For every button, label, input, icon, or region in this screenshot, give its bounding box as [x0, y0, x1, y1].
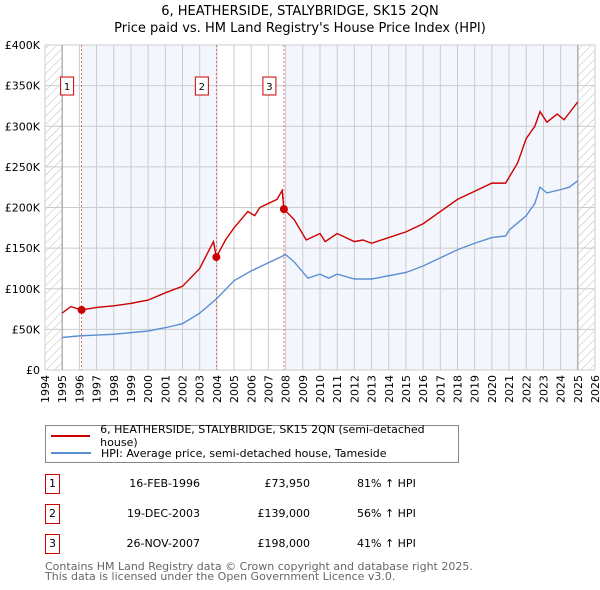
sale-label: 2 — [199, 82, 205, 93]
y-tick-label: £0 — [26, 364, 40, 377]
y-tick-label: £350K — [5, 80, 41, 93]
x-tick-label: 2011 — [331, 375, 344, 403]
x-tick-label: 2023 — [537, 375, 550, 403]
x-tick-label: 2005 — [228, 375, 241, 403]
price-chart: 1994 1995 1996 1997 1998 1999 2000 2001 2002 2003… — [5, 39, 600, 403]
sale-point — [212, 253, 221, 262]
chart-subtitle: Price paid vs. HM Land Registry's House … — [114, 21, 486, 36]
series-line — [62, 180, 579, 339]
y-tick-label: £300K — [5, 120, 41, 133]
y-tick-label: £50K — [12, 323, 41, 336]
sale-label-box — [60, 76, 75, 96]
x-tick-label: 2006 — [245, 375, 258, 403]
chart-title: 6, HEATHERSIDE, STALYBRIDGE, SK15 2QN — [161, 4, 439, 19]
x-tick-label: 1995 — [56, 375, 69, 403]
footer-line-1: Contains HM Land Registry data © Crown c… — [45, 560, 473, 573]
x-tick-label: 2003 — [194, 375, 207, 403]
sale-label-box — [194, 76, 209, 96]
legend: 6, HEATHERSIDE, STALYBRIDGE, SK15 2QN (s… — [45, 423, 459, 463]
sale-row: 1 16-FEB-1996 £73,950 81% ↑ HPI — [45, 474, 465, 494]
x-tick-label: 2015 — [400, 375, 413, 403]
x-tick-label: 1994 — [39, 375, 52, 403]
x-tick-label: 2010 — [314, 375, 327, 403]
footer-line-2: This data is licensed under the Open Gov… — [45, 570, 396, 583]
x-tick-label: 2007 — [262, 375, 275, 403]
x-tick-label: 2012 — [348, 375, 361, 403]
sale-date: 26-NOV-2007 — [126, 537, 200, 550]
x-tick-label: 2014 — [383, 375, 396, 403]
sale-badge: 3 — [45, 534, 60, 554]
x-tick-label: 1996 — [73, 375, 86, 403]
series-line — [61, 101, 579, 314]
sale-label: 1 — [64, 82, 70, 93]
y-tick-label: £150K — [5, 242, 41, 255]
x-tick-label: 2024 — [555, 375, 568, 403]
x-tick-label: 2013 — [366, 375, 379, 403]
x-tick-label: 2025 — [572, 375, 585, 403]
sale-date: 19-DEC-2003 — [126, 507, 200, 520]
legend-item-property: 6, HEATHERSIDE, STALYBRIDGE, SK15 2QN (s… — [46, 423, 458, 449]
sale-badge: 2 — [45, 504, 60, 524]
x-tick-label: 2009 — [297, 375, 310, 403]
x-tick-label: 2021 — [503, 375, 516, 403]
sale-hpi-change: 41% ↑ HPI — [357, 537, 416, 550]
x-tick-label: 2004 — [211, 375, 224, 403]
sale-row: 3 26-NOV-2007 £198,000 41% ↑ HPI — [45, 534, 465, 554]
sale-point — [279, 205, 288, 214]
x-tick-label: 2002 — [177, 375, 190, 403]
x-tick-label: 2026 — [589, 375, 600, 403]
y-tick-label: £400K — [5, 39, 41, 52]
y-tick-label: £250K — [5, 161, 41, 174]
legend-label: HPI: Average price, semi-detached house,… — [101, 446, 387, 460]
x-tick-label: 2001 — [159, 375, 172, 403]
sale-hpi-change: 81% ↑ HPI — [357, 477, 416, 490]
x-tick-label: 1999 — [125, 375, 138, 403]
legend-label: 6, HEATHERSIDE, STALYBRIDGE, SK15 2QN (s… — [100, 423, 425, 449]
x-tick-label: 2000 — [142, 375, 155, 403]
legend-item-hpi: HPI: Average price, semi-detached house,… — [46, 445, 387, 461]
sale-row: 2 19-DEC-2003 £139,000 56% ↑ HPI — [45, 504, 465, 524]
y-tick-label: £100K — [5, 283, 41, 296]
x-tick-label: 1997 — [91, 375, 104, 403]
sale-price: £139,000 — [257, 507, 311, 520]
sale-hpi-change: 56% ↑ HPI — [357, 507, 416, 520]
x-tick-label: 2022 — [520, 375, 533, 403]
sale-label: 3 — [266, 82, 272, 93]
x-tick-label: 2018 — [452, 375, 465, 403]
x-tick-label: 1998 — [108, 375, 121, 403]
sale-date: 16-FEB-1996 — [129, 477, 200, 490]
sale-price: £73,950 — [264, 477, 311, 490]
sale-label-box — [262, 76, 277, 96]
sale-point — [77, 305, 86, 314]
sale-badge: 1 — [45, 474, 60, 494]
x-tick-label: 2016 — [417, 375, 430, 403]
x-tick-label: 2017 — [434, 375, 447, 403]
sale-price: £198,000 — [257, 537, 311, 550]
x-tick-label: 2020 — [486, 375, 499, 403]
x-tick-label: 2008 — [280, 375, 293, 403]
x-tick-label: 2019 — [469, 375, 482, 403]
y-tick-label: £200K — [5, 202, 41, 215]
